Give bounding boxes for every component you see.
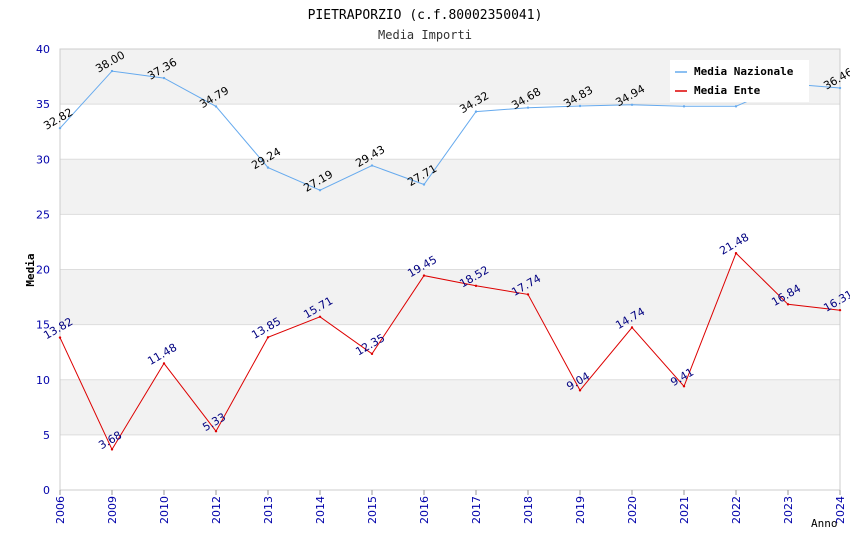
- chart-subtitle: Media Importi: [378, 28, 472, 42]
- data-label: 11.48: [145, 341, 179, 368]
- x-tick-label: 2014: [314, 496, 327, 524]
- x-axis-label: Anno: [811, 517, 838, 530]
- x-tick-label: 2024: [834, 496, 847, 524]
- data-point: [474, 284, 478, 288]
- chart-title: PIETRAPORZIO (c.f.80002350041): [308, 8, 543, 23]
- series-line-1: [59, 252, 841, 451]
- data-point: [318, 189, 322, 192]
- data-label: 12.35: [353, 331, 387, 358]
- data-point: [630, 103, 634, 106]
- legend-label-media-nazionale: Media Nazionale: [694, 65, 794, 78]
- x-tick-label: 2009: [106, 496, 119, 524]
- x-tick-label: 2013: [262, 496, 275, 524]
- data-point: [110, 448, 114, 451]
- plot-band: [60, 159, 840, 215]
- x-tick-label: 2019: [574, 496, 587, 524]
- data-point: [786, 303, 790, 306]
- plot-band: [60, 269, 840, 325]
- plot-band: [60, 379, 840, 435]
- data-label: 21.48: [717, 231, 751, 258]
- data-point: [838, 86, 842, 90]
- data-point: [578, 389, 582, 392]
- y-tick-label: 5: [43, 429, 50, 442]
- y-tick-label: 0: [43, 484, 50, 497]
- x-tick-label: 2018: [522, 496, 535, 524]
- data-point: [526, 293, 530, 296]
- data-point: [578, 104, 582, 108]
- x-tick-label: 2016: [418, 496, 431, 524]
- legend-label-media-ente: Media Ente: [694, 84, 761, 97]
- data-point: [266, 336, 270, 339]
- x-tick-label: 2012: [210, 496, 223, 524]
- x-tick-label: 2010: [158, 496, 171, 524]
- series-line-0: [59, 70, 841, 191]
- legend: Media Nazionale Media Ente: [670, 60, 809, 102]
- y-tick-label: 20: [36, 264, 50, 277]
- x-tick-label: 2015: [366, 496, 379, 524]
- y-tick-label: 30: [36, 153, 50, 166]
- data-point: [110, 69, 114, 73]
- series-layer: [58, 69, 842, 451]
- data-point: [318, 315, 322, 318]
- y-tick-label: 25: [36, 208, 50, 221]
- x-tick-label: 2020: [626, 496, 639, 524]
- data-point: [370, 352, 374, 356]
- data-point: [838, 308, 842, 312]
- x-tick-label: 2022: [730, 496, 743, 524]
- y-tick-label: 15: [36, 319, 50, 332]
- data-point: [422, 183, 426, 186]
- data-point: [214, 430, 218, 433]
- x-tick-label: 2006: [54, 496, 67, 524]
- data-point: [734, 251, 738, 255]
- data-point: [682, 385, 686, 388]
- data-point: [58, 336, 62, 339]
- data-point: [214, 105, 218, 108]
- plot-area-border: [59, 48, 841, 491]
- x-tick-label: 2021: [678, 496, 691, 524]
- data-point: [162, 362, 166, 365]
- legend-box: [670, 60, 809, 102]
- data-point: [370, 164, 374, 167]
- data-point: [162, 76, 166, 80]
- y-axis-ticks: 0 5 10 15 20 25 30 35 40: [36, 43, 50, 497]
- data-point: [266, 166, 270, 169]
- y-tick-label: 35: [36, 98, 50, 111]
- y-axis-label: Media: [24, 253, 37, 286]
- data-point: [630, 326, 634, 329]
- x-tick-label: 2023: [782, 496, 795, 524]
- plot-bands: [60, 49, 840, 435]
- data-point: [734, 105, 738, 108]
- data-point: [474, 110, 478, 113]
- y-tick-label: 40: [36, 43, 50, 56]
- x-tick-label: 2017: [470, 496, 483, 524]
- data-point: [58, 126, 62, 130]
- data-point: [682, 105, 686, 108]
- x-axis-ticks: 2006 2009 2010 2012 2013 2014 2015 2016 2017 2018…: [54, 490, 847, 524]
- data-point: [422, 274, 426, 277]
- data-point: [526, 106, 530, 109]
- y-tick-label: 10: [36, 374, 50, 387]
